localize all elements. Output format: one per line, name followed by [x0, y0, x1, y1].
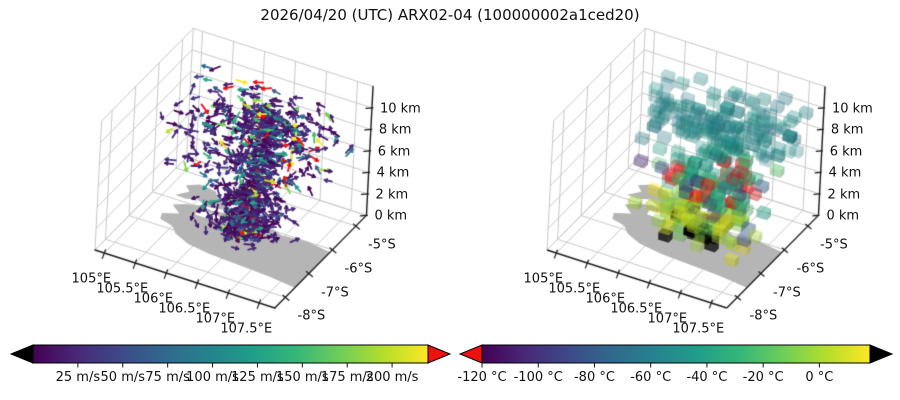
- z-tick-label: 10 km: [379, 101, 421, 117]
- colorbar-tick-label: 25 m/s: [55, 370, 101, 385]
- y-tick-label: -8°S: [749, 308, 778, 324]
- colorbar-tick-label: -100 °C: [513, 370, 563, 385]
- colorbar-tick-label: 175 m/s: [320, 370, 374, 385]
- z-tick-label: 8 km: [378, 122, 412, 138]
- colorbar-tick-label: 125 m/s: [231, 370, 284, 385]
- colorbar-over-arrow: [869, 344, 894, 364]
- y-tick-label: -7°S: [773, 285, 801, 301]
- colorbar-tick-label: -40 °C: [686, 370, 728, 385]
- colorbar-tick-label: -80 °C: [573, 370, 615, 385]
- x-tick-label: 105°E: [71, 271, 112, 287]
- colorbar-graphic: [458, 344, 894, 368]
- z-tick-label: 4 km: [828, 165, 862, 181]
- y-tick-label: -6°S: [344, 261, 373, 277]
- colorbar-gradient: [32, 344, 429, 364]
- z-tick-label: 0 km: [374, 208, 408, 224]
- colorbar-over-arrow: [427, 344, 452, 364]
- colorbar-graphic: [9, 344, 452, 368]
- colorbar-gradient: [481, 344, 871, 364]
- colorbar-tick-label: -60 °C: [630, 370, 672, 385]
- y-tick-label: -5°S: [820, 237, 848, 253]
- y-tick-label: -5°S: [368, 237, 396, 253]
- wind-axis-labels: 105°E 105.5°E 106°E 106.5°E 107°E 107.5°E -5°S…: [10, 28, 460, 340]
- z-tick-label: 6 km: [829, 144, 863, 160]
- y-tick-label: -8°S: [297, 308, 326, 324]
- x-tick-label: 105.5°E: [548, 281, 601, 297]
- temperature-colorbar: -120 °C -100 °C -80 °C -60 °C -40 °C -20 °C 0 …: [452, 340, 900, 398]
- wind-speed-colorbar: 25 m/s 50 m/s 75 m/s 100 m/s 125 m/s 150 m/s 1…: [8, 340, 454, 398]
- x-tick-label: 105.5°E: [96, 281, 149, 297]
- z-tick-label: 8 km: [830, 122, 864, 138]
- x-tick-label: 107°E: [647, 311, 688, 327]
- colorbar-tick-label: 200 m/s: [365, 370, 419, 385]
- z-tick-label: 6 km: [377, 144, 411, 160]
- colorbar-under-arrow: [9, 344, 34, 364]
- colorbar-tick-label: -20 °C: [742, 370, 784, 385]
- x-tick-label: 106°E: [133, 291, 174, 307]
- colorbar-tick-label: 100 m/s: [186, 370, 239, 385]
- z-tick-label: 4 km: [376, 165, 410, 181]
- x-tick-label: 106.5°E: [610, 301, 663, 317]
- colorbar-tick-label: 150 m/s: [275, 370, 329, 385]
- y-tick-label: -6°S: [796, 261, 825, 277]
- x-tick-label: 106.5°E: [158, 301, 211, 317]
- x-tick-label: 107°E: [195, 311, 236, 327]
- x-tick-label: 107.5°E: [672, 321, 725, 337]
- x-tick-label: 105°E: [523, 271, 564, 287]
- wind-quiver-3d-canvas: [10, 28, 460, 340]
- z-tick-label: 2 km: [827, 187, 861, 203]
- colorbar-tick-label: 75 m/s: [145, 370, 190, 385]
- x-tick-label: 106°E: [585, 291, 626, 307]
- z-tick-label: 2 km: [375, 187, 409, 203]
- colorbar-tick-label: 0 °C: [805, 370, 834, 385]
- colorbar-tick-label: 50 m/s: [100, 370, 146, 385]
- z-tick-label: 10 km: [831, 101, 873, 117]
- x-tick-label: 107.5°E: [220, 321, 273, 337]
- figure-title: 2026/04/20 (UTC) ARX02-04 (100000002a1ce…: [260, 6, 640, 24]
- colorbar-under-arrow: [458, 344, 483, 364]
- temperature-voxel-3d-canvas: [458, 28, 900, 340]
- temperature-axis-labels: 105°E 105.5°E 106°E 106.5°E 107°E 107.5°E -5°S…: [458, 28, 900, 340]
- colorbar-tick-label: -120 °C: [457, 370, 507, 385]
- y-tick-label: -7°S: [321, 285, 349, 301]
- temperature-voxel-3d-subplot: 105°E 105.5°E 106°E 106.5°E 107°E 107.5°E -5°S…: [458, 28, 900, 340]
- wind-quiver-3d-subplot: 105°E 105.5°E 106°E 106.5°E 107°E 107.5°E -5°S…: [10, 28, 460, 340]
- z-tick-label: 0 km: [826, 208, 860, 224]
